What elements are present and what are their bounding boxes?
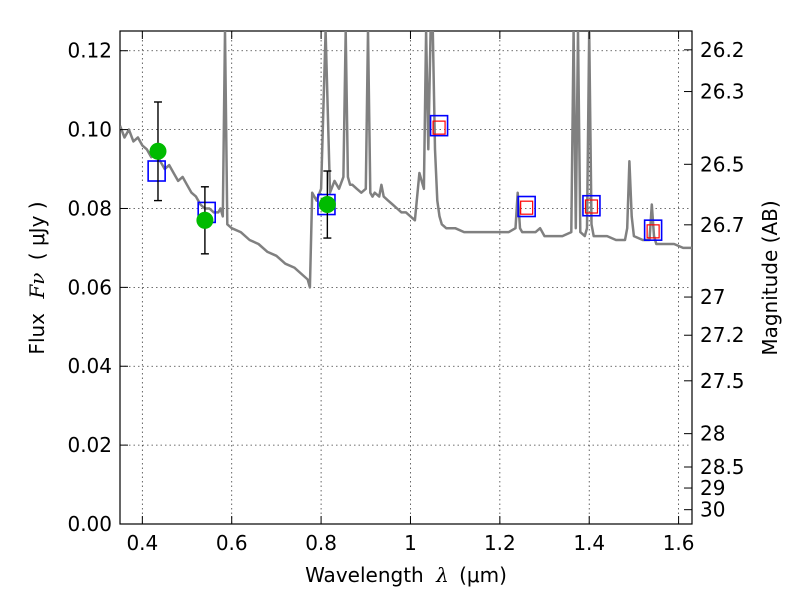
model-photometry-square: [517, 195, 536, 218]
x-tick-label: 0.4: [126, 531, 158, 555]
y-axis-label: Flux Fν ( μJy ): [25, 201, 49, 354]
x-axis-label: Wavelength λ (μm): [305, 563, 507, 587]
mag-tick-label: 26.3: [700, 80, 745, 104]
model-photometry-square: [582, 194, 601, 217]
x-tick-label: 0.6: [216, 531, 248, 555]
x-tick-label: 1.2: [484, 531, 516, 555]
mag-tick-label: 27: [700, 285, 725, 309]
y-tick-label: 0.06: [67, 275, 112, 299]
mag-tick-label: 27.2: [700, 323, 745, 347]
mag-tick-label: 30: [700, 498, 725, 522]
model-sed-line: [120, 31, 692, 289]
upper-limit-square: [520, 200, 534, 215]
axis-ticks: [120, 31, 692, 525]
mag-tick-label: 26.5: [700, 152, 745, 176]
model-photometry-square: [643, 219, 663, 241]
y2-axis-label: Magnitude (AB): [758, 200, 782, 355]
tick-labels: 0.4 0.6 0.8 1 1.2 1.4 1.6 0.00 0.02 0.04 0.06 0.08 0…: [67, 38, 744, 555]
model-photometry-square: [147, 160, 166, 182]
mag-tick-label: 26.2: [700, 38, 745, 62]
plot-frame: [119, 30, 693, 525]
x-tick-label: 1.4: [573, 531, 605, 555]
mag-tick-label: 26.7: [700, 213, 745, 237]
x-tick-label: 1: [404, 531, 417, 555]
observed-point: [318, 196, 336, 214]
y-tick-label: 0.04: [67, 354, 112, 378]
upper-limit-square: [646, 224, 660, 239]
y-tick-label: 0.02: [67, 433, 112, 457]
y-tick-label: 0.00: [67, 512, 112, 536]
y-tick-label: 0.10: [67, 118, 112, 142]
y-tick-label: 0.12: [67, 39, 112, 63]
plot-area: [120, 31, 692, 289]
mag-tick-label: 27.5: [700, 369, 745, 393]
model-photometry-square: [429, 114, 449, 137]
mag-tick-label: 28.5: [700, 455, 745, 479]
observed-point: [149, 142, 167, 160]
mag-tick-label: 29: [700, 476, 725, 500]
x-tick-label: 1.6: [663, 531, 695, 555]
y-tick-label: 0.08: [67, 196, 112, 220]
upper-limit-square: [432, 120, 446, 135]
mag-tick-label: 28: [700, 422, 725, 446]
upper-limit-square: [584, 199, 599, 214]
grid-lines: [120, 31, 692, 525]
observed-point: [196, 211, 214, 229]
x-tick-label: 0.8: [305, 531, 337, 555]
